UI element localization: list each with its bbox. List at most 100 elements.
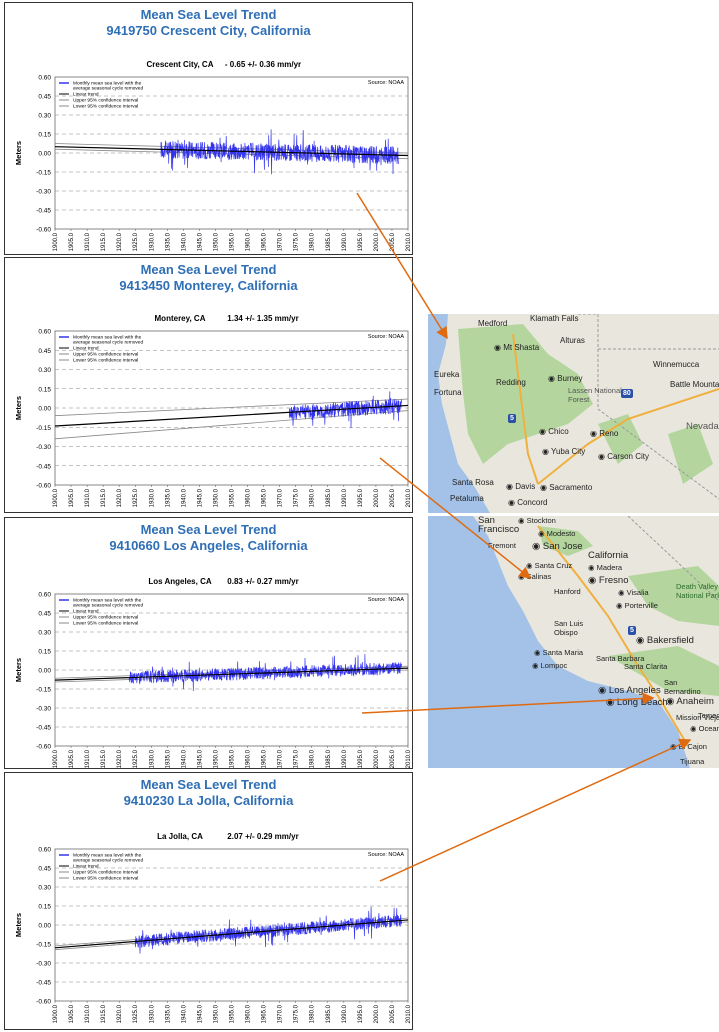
x-tick-label: 2005.0	[390, 749, 396, 768]
linear-trend-line	[54, 919, 409, 949]
legend-entry: Lower 95% confidence interval	[73, 358, 138, 364]
x-tick-label: 1915.0	[101, 488, 107, 507]
y-tick-label: -0.30	[36, 189, 51, 196]
x-tick-label: 1925.0	[133, 488, 139, 507]
x-tick-label: 1955.0	[230, 488, 236, 507]
x-tick-label: 1905.0	[69, 488, 75, 507]
x-tick-label: 1985.0	[326, 232, 332, 251]
x-tick-label: 1930.0	[149, 232, 155, 251]
x-tick-label: 1900.0	[53, 488, 59, 507]
x-tick-label: 1975.0	[294, 488, 300, 507]
map-label: Santa Rosa	[452, 478, 494, 487]
legend-entry: Upper 95% confidence interval	[73, 352, 138, 358]
y-tick-label: 0.45	[38, 866, 51, 873]
x-tick-label: 1975.0	[294, 749, 300, 768]
x-tick-label: 1960.0	[246, 488, 252, 507]
x-tick-label: 1995.0	[358, 749, 364, 768]
map-label: Hanford	[554, 587, 581, 596]
y-tick-label: -0.60	[36, 483, 51, 490]
x-tick-label: 1930.0	[149, 488, 155, 507]
x-tick-label: 1965.0	[262, 1004, 268, 1023]
x-tick-label: 1980.0	[310, 488, 316, 507]
source-label: Source: NOAA	[368, 80, 404, 86]
legend-line: Monthly mean sea level with the	[73, 81, 142, 87]
x-tick-label: 1910.0	[85, 1004, 91, 1023]
map-label: Fremont	[488, 541, 516, 550]
map-label: ◉ Bakersfield	[636, 635, 694, 646]
x-tick-label: 1975.0	[294, 1004, 300, 1023]
sea-level-chart-monterey: Monterey, CA 1.34 +/- 1.35 mm/yr 0.60 0.45 0…	[14, 314, 412, 507]
x-tick-label: 1940.0	[181, 488, 187, 507]
x-tick-label: 1915.0	[101, 749, 107, 768]
x-tick-label: 1960.0	[246, 232, 252, 251]
map-label: Fortuna	[434, 388, 462, 397]
legend-entry: Lower 95% confidence interval	[73, 104, 138, 110]
map-label: Santa Clarita	[624, 662, 668, 671]
panel-title: Mean Sea Level Trend	[140, 522, 277, 537]
y-tick-label: 0.60	[38, 592, 51, 599]
x-tick-label: 1990.0	[342, 749, 348, 768]
y-tick-label: 0.60	[38, 847, 51, 854]
map-label: ◉ Yuba City	[542, 447, 586, 456]
legend-entry: Monthly mean sea level with the average s…	[73, 598, 143, 609]
x-tick-label: 2000.0	[374, 749, 380, 768]
legend-line: Monthly mean sea level with the	[73, 853, 142, 859]
x-tick-label: 1905.0	[69, 1004, 75, 1023]
x-tick-label: 1935.0	[165, 749, 171, 768]
x-tick-label: 1950.0	[213, 232, 219, 251]
panel-station: 9413450 Monterey, California	[119, 278, 298, 293]
x-tick-label: 1990.0	[342, 1004, 348, 1023]
x-tick-label: 1940.0	[181, 232, 187, 251]
y-tick-label: -0.15	[36, 942, 51, 949]
linear-trend-line	[54, 146, 409, 157]
map-label: ◉ Anaheim	[666, 696, 714, 707]
x-tick-label: 1970.0	[278, 1004, 284, 1023]
y-tick-label: -0.15	[36, 170, 51, 177]
source-label: Source: NOAA	[368, 334, 404, 340]
map-label: Klamath Falls	[530, 314, 579, 323]
y-axis-label: Meters	[14, 141, 23, 165]
x-tick-label: 2010.0	[406, 1004, 412, 1023]
y-tick-label: 0.00	[38, 923, 51, 930]
legend-entry: Monthly mean sea level with the average s…	[73, 81, 143, 92]
x-tick-label: 1935.0	[165, 232, 171, 251]
y-tick-label: 0.45	[38, 348, 51, 355]
map-label: ◉ Reno	[590, 429, 619, 438]
panel-station: 9419750 Crescent City, California	[106, 23, 311, 38]
x-tick-label: 1945.0	[197, 1004, 203, 1023]
y-tick-label: -0.45	[36, 980, 51, 987]
monthly-mean-series	[128, 654, 402, 692]
y-tick-label: -0.15	[36, 425, 51, 432]
map-label: San Luis Obispo	[554, 619, 584, 637]
x-tick-label: 2000.0	[374, 232, 380, 251]
chart-station-label: Monterey, CA	[155, 314, 206, 323]
map-label: Medford	[478, 319, 508, 328]
x-tick-label: 1920.0	[117, 488, 123, 507]
map-label: California	[588, 550, 629, 561]
x-tick-label: 1915.0	[101, 232, 107, 251]
x-tick-label: 1945.0	[197, 749, 203, 768]
legend-entry: Upper 95% confidence interval	[73, 870, 138, 876]
x-tick-label: 1900.0	[53, 232, 59, 251]
y-tick-label: -0.60	[36, 744, 51, 751]
x-tick-label: 1905.0	[69, 232, 75, 251]
x-tick-label: 1920.0	[117, 232, 123, 251]
x-tick-label: 1955.0	[230, 232, 236, 251]
x-tick-label: 1970.0	[278, 232, 284, 251]
sea-level-chart-los-angeles: Los Angeles, CA 0.83 +/- 0.27 mm/yr 0.60 0.…	[14, 577, 412, 768]
map-label: Nevada	[686, 421, 719, 432]
x-tick-label: 1935.0	[165, 488, 171, 507]
y-tick-label: 0.00	[38, 406, 51, 413]
map-label: ◉ Santa Cruz	[526, 561, 573, 570]
x-tick-label: 1915.0	[101, 1004, 107, 1023]
x-tick-label: 1900.0	[53, 749, 59, 768]
chart-legend: Monthly mean sea level with the average s…	[59, 81, 143, 110]
map-label: ◉ Long Beach	[606, 697, 668, 708]
y-axis-label: Meters	[14, 658, 23, 682]
legend-line: average seasonal cycle removed	[73, 340, 143, 346]
y-tick-label: -0.30	[36, 706, 51, 713]
y-tick-label: 0.15	[38, 649, 51, 656]
x-tick-label: 1980.0	[310, 1004, 316, 1023]
map-label: Santa Barbara	[596, 654, 645, 663]
x-tick-label: 1945.0	[197, 232, 203, 251]
